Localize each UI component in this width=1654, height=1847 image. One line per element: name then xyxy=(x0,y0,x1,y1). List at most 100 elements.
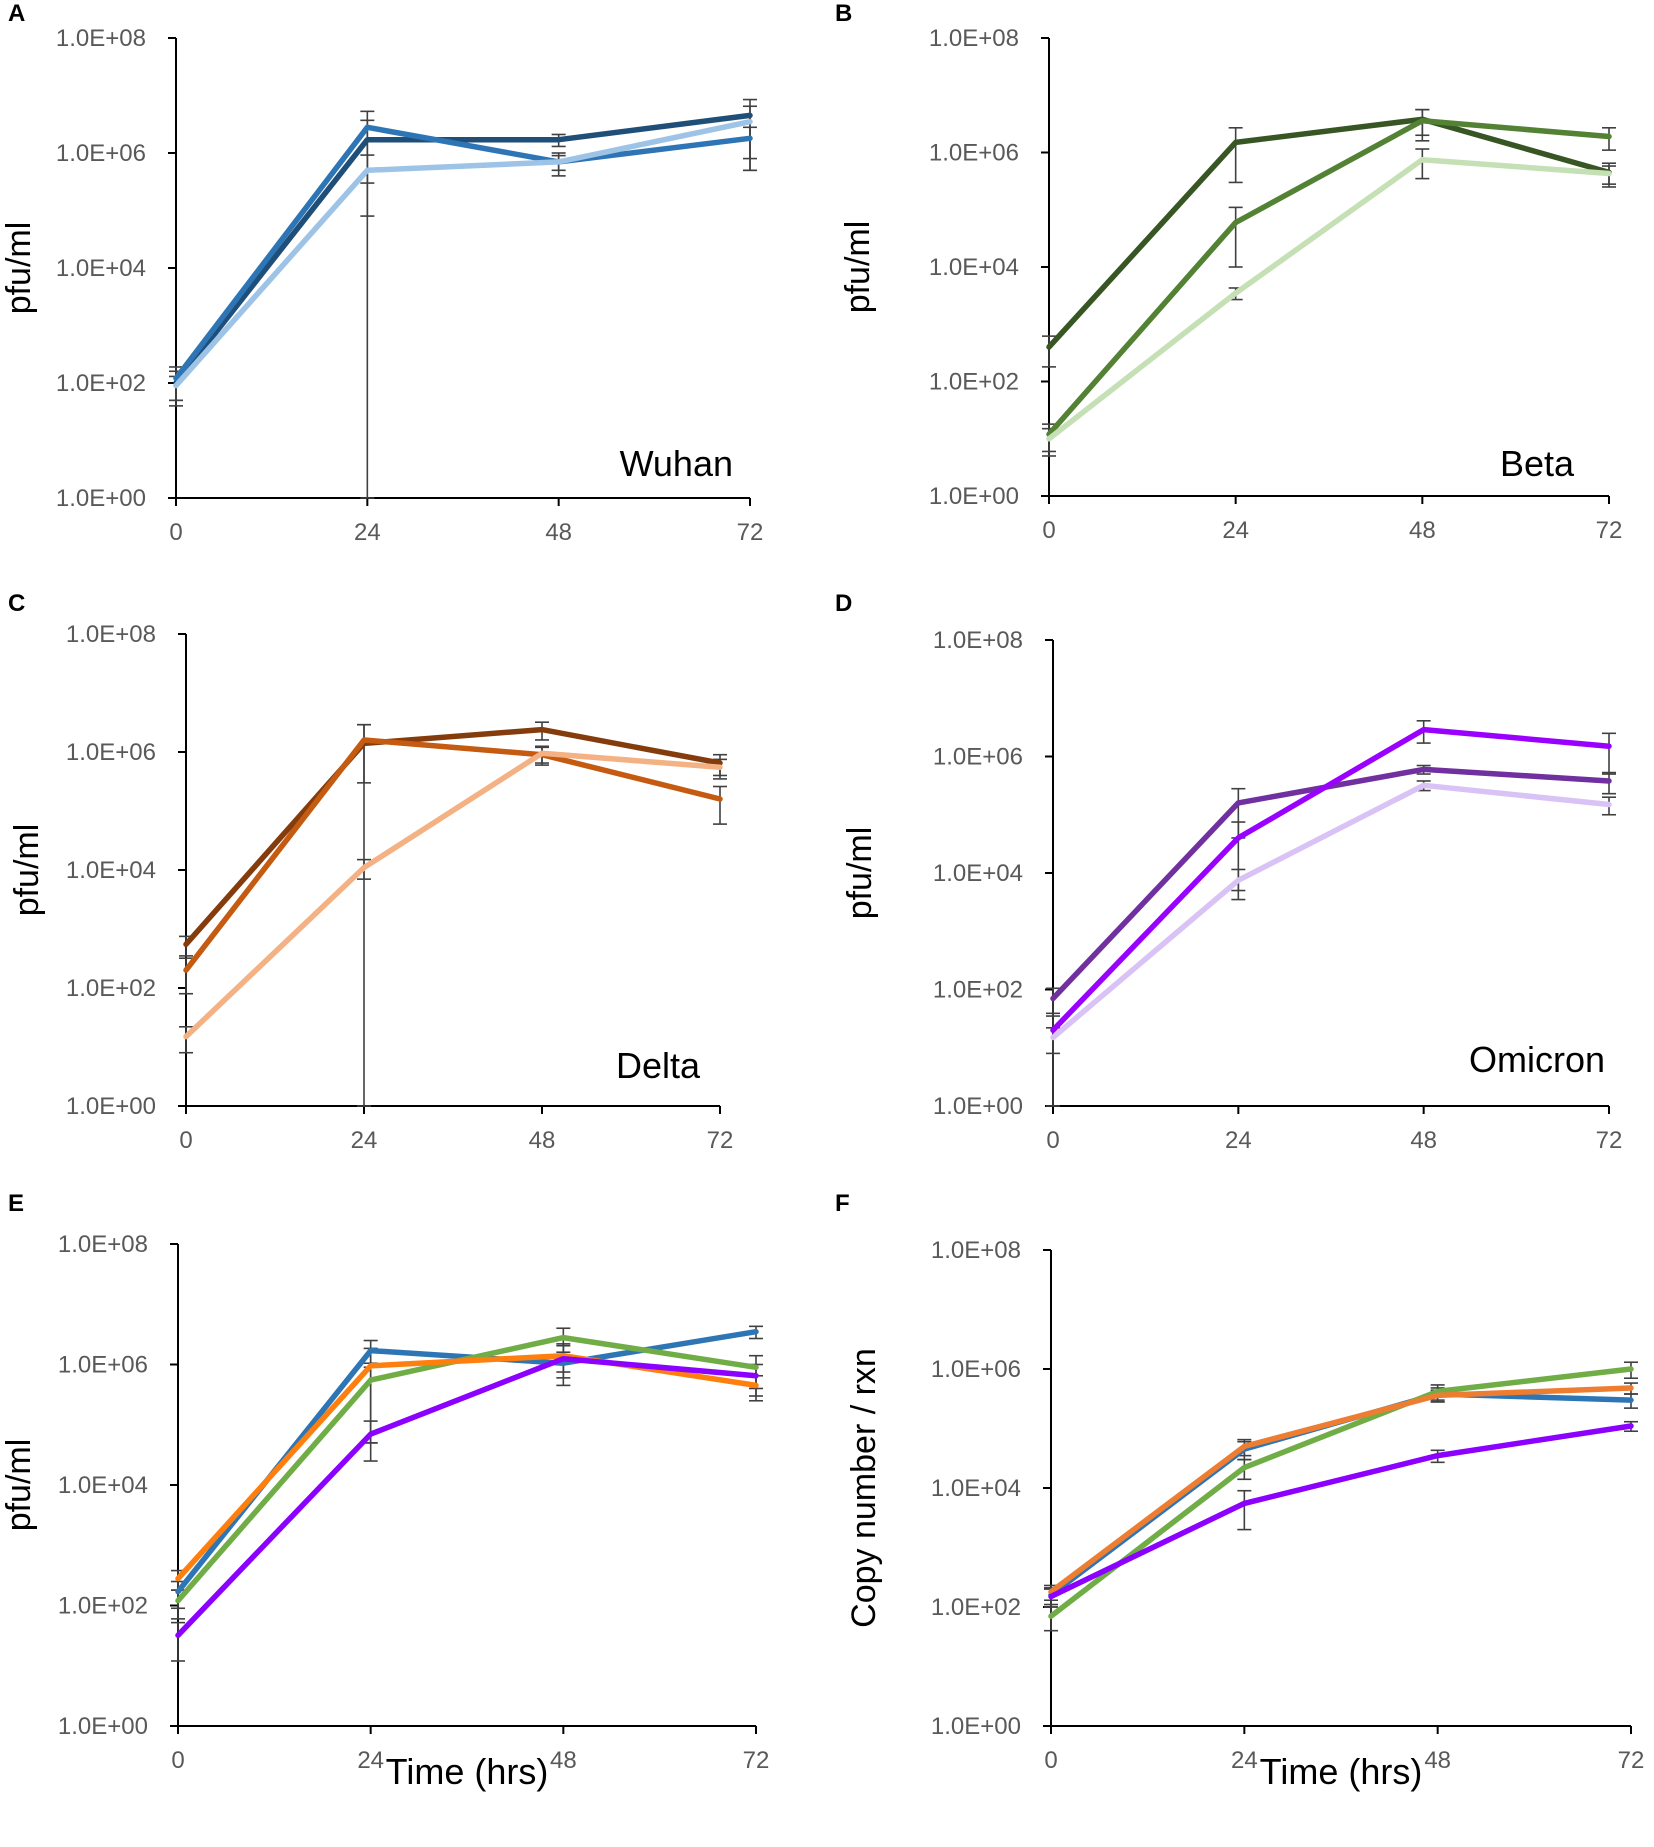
panel-letter: A xyxy=(8,0,26,27)
y-tick-label: 1.0E+06 xyxy=(58,1352,148,1379)
chart-a: 1.0E+00 1.0E+02 1.0E+04 1.0E+06 1.0E+08 0 24 48… xyxy=(0,25,764,546)
y-tick-label: 1.0E+04 xyxy=(56,255,146,282)
panel-c: C 1.0E+00 1.0E+02 1.0E+04 1.0E+06 1.0E+08 0 24… xyxy=(0,590,827,1190)
panel-letter: E xyxy=(8,1190,25,1217)
y-axis-label: pfu/ml xyxy=(839,221,877,314)
y-tick-label: 1.0E+06 xyxy=(66,739,156,766)
series-line xyxy=(1048,1366,1634,1619)
panel-f: F 1.0E+00 1.0E+02 1.0E+04 1.0E+06 1.0E+08 0 24… xyxy=(827,1190,1654,1792)
x-tick-label: 0 xyxy=(1044,1747,1057,1774)
y-tick-label: 1.0E+02 xyxy=(931,1594,1021,1621)
y-tick-label: 1.0E+08 xyxy=(933,627,1023,654)
series-line xyxy=(173,124,753,382)
y-tick-label: 1.0E+08 xyxy=(66,621,156,648)
x-tick-label: 0 xyxy=(1046,1127,1059,1154)
x-axis-label: Time (hrs) xyxy=(1260,1751,1423,1792)
panel-d: D 1.0E+00 1.0E+02 1.0E+04 1.0E+06 1.0E+08 0 24… xyxy=(827,590,1654,1190)
series-line xyxy=(173,112,753,386)
variant-label: Delta xyxy=(616,1045,701,1086)
panel-e: E 1.0E+00 1.0E+02 1.0E+04 1.0E+06 1.0E+08 0 24… xyxy=(0,1190,827,1792)
x-tick-label: 24 xyxy=(357,1747,384,1774)
y-tick-label: 1.0E+08 xyxy=(931,1237,1021,1264)
x-tick-label: 72 xyxy=(1596,1127,1623,1154)
series-line xyxy=(1048,1423,1634,1600)
y-tick-label: 1.0E+00 xyxy=(931,1713,1021,1740)
x-tick-label: 72 xyxy=(1618,1747,1645,1774)
y-tick-label: 1.0E+02 xyxy=(66,975,156,1002)
x-tick-label: 48 xyxy=(529,1127,556,1154)
x-tick-label: 48 xyxy=(545,519,572,546)
series-line xyxy=(173,118,753,389)
y-axis-label: pfu/ml xyxy=(841,827,879,920)
series-line xyxy=(1046,117,1612,437)
y-tick-label: 1.0E+04 xyxy=(929,254,1019,281)
y-tick-label: 1.0E+00 xyxy=(66,1093,156,1120)
x-tick-label: 24 xyxy=(351,1127,378,1154)
variant-label: Omicron xyxy=(1469,1039,1605,1080)
series-line xyxy=(175,1355,759,1639)
series-line xyxy=(183,737,723,973)
y-tick-label: 1.0E+08 xyxy=(56,25,146,52)
y-tick-label: 1.0E+04 xyxy=(933,860,1023,887)
y-tick-label: 1.0E+06 xyxy=(933,744,1023,771)
x-tick-label: 0 xyxy=(169,519,182,546)
y-axis-label: Copy number / rxn xyxy=(845,1348,883,1628)
chart-e: 1.0E+00 1.0E+02 1.0E+04 1.0E+06 1.0E+08 0 24 48… xyxy=(0,1231,770,1792)
panel-letter: B xyxy=(835,0,853,27)
variant-label: Wuhan xyxy=(620,443,733,484)
y-tick-label: 1.0E+08 xyxy=(58,1231,148,1258)
panel-letter: F xyxy=(835,1190,850,1217)
series-line xyxy=(1046,116,1612,350)
y-tick-label: 1.0E+06 xyxy=(931,1356,1021,1383)
y-tick-label: 1.0E+00 xyxy=(56,485,146,512)
y-tick-label: 1.0E+06 xyxy=(929,140,1019,167)
y-tick-label: 1.0E+02 xyxy=(58,1593,148,1620)
series-line xyxy=(1046,156,1612,442)
x-tick-label: 72 xyxy=(737,519,764,546)
y-tick-label: 1.0E+00 xyxy=(58,1713,148,1740)
x-axis-label: Time (hrs) xyxy=(386,1751,549,1792)
panel-b: B 1.0E+00 1.0E+02 1.0E+04 1.0E+06 1.0E+08 0 24… xyxy=(827,0,1654,600)
y-tick-label: 1.0E+04 xyxy=(58,1472,148,1499)
variant-label: Beta xyxy=(1500,443,1575,484)
x-tick-label: 72 xyxy=(707,1127,734,1154)
y-axis-label: pfu/ml xyxy=(8,824,46,917)
x-tick-label: 24 xyxy=(1225,1127,1252,1154)
chart-b: 1.0E+00 1.0E+02 1.0E+04 1.0E+06 1.0E+08 0 24 48… xyxy=(839,25,1623,544)
series-line xyxy=(1050,726,1612,1033)
y-tick-label: 1.0E+04 xyxy=(931,1475,1021,1502)
series-line xyxy=(183,750,723,1040)
y-tick-label: 1.0E+02 xyxy=(929,369,1019,396)
x-tick-label: 48 xyxy=(1424,1747,1451,1774)
panel-a: A 1.0E+00 1.0E+02 1.0E+04 1.0E+06 1.0E+08 0 24… xyxy=(0,0,827,600)
x-tick-label: 48 xyxy=(550,1747,577,1774)
x-tick-label: 24 xyxy=(354,519,381,546)
y-tick-label: 1.0E+02 xyxy=(933,977,1023,1004)
y-tick-label: 1.0E+08 xyxy=(929,25,1019,52)
y-tick-label: 1.0E+00 xyxy=(929,483,1019,510)
panel-letter: D xyxy=(835,590,853,617)
y-tick-label: 1.0E+00 xyxy=(933,1093,1023,1120)
series-line xyxy=(1048,1385,1634,1595)
series-line xyxy=(1048,1391,1634,1598)
x-tick-label: 24 xyxy=(1222,517,1249,544)
y-tick-label: 1.0E+04 xyxy=(66,857,156,884)
y-tick-label: 1.0E+02 xyxy=(56,370,146,397)
series-line xyxy=(175,1352,759,1582)
x-tick-label: 72 xyxy=(743,1747,770,1774)
x-tick-label: 72 xyxy=(1596,517,1623,544)
x-tick-label: 48 xyxy=(1409,517,1436,544)
chart-d: 1.0E+00 1.0E+02 1.0E+04 1.0E+06 1.0E+08 0 24 48… xyxy=(841,627,1623,1154)
x-tick-label: 0 xyxy=(171,1747,184,1774)
x-tick-label: 0 xyxy=(179,1127,192,1154)
y-axis-label: pfu/ml xyxy=(0,1439,38,1532)
y-tick-label: 1.0E+06 xyxy=(56,140,146,167)
y-axis-label: pfu/ml xyxy=(0,222,38,315)
series-line xyxy=(175,1334,759,1604)
chart-f: 1.0E+00 1.0E+02 1.0E+04 1.0E+06 1.0E+08 0 24 48… xyxy=(845,1237,1645,1792)
x-tick-label: 24 xyxy=(1231,1747,1258,1774)
x-tick-label: 0 xyxy=(1042,517,1055,544)
panel-letter: C xyxy=(8,590,26,617)
chart-c: 1.0E+00 1.0E+02 1.0E+04 1.0E+06 1.0E+08 0 24 48… xyxy=(8,621,734,1154)
